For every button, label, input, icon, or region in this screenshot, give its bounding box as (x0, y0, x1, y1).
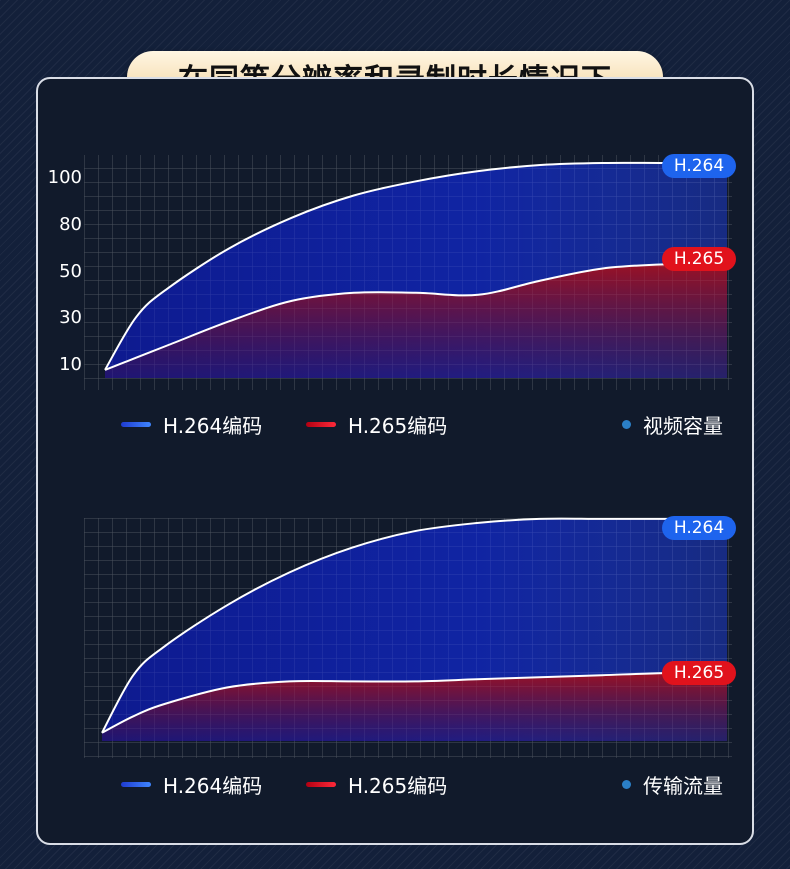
series-tag-h265: H.265 (662, 247, 736, 271)
legend-swatch-blue (121, 422, 151, 427)
y-tick-label: 100 (48, 167, 82, 188)
legend-metric-label: 视频容量 (643, 414, 723, 438)
legend-metric: 视频容量 (622, 410, 723, 439)
legend-h265-label: H.265编码 (348, 414, 448, 438)
legend-dot-icon (622, 420, 631, 429)
series-tag-h264: H.264 (662, 516, 736, 540)
y-tick-label: 10 (59, 354, 82, 375)
legend-swatch-red (306, 782, 336, 787)
legend-h265-label: H.265编码 (348, 774, 448, 798)
series-line-h264 (104, 161, 727, 371)
chart-grid-overlay (84, 155, 732, 390)
series-line-h264 (101, 517, 727, 734)
legend-h264: H.264编码 (121, 410, 262, 439)
y-tick-label: 30 (59, 307, 82, 328)
legend-bottom: H.264编码 H.265编码 传输流量 (0, 770, 790, 800)
legend-top: H.264编码 H.265编码 视频容量 (0, 410, 790, 440)
series-line-h265 (104, 263, 728, 371)
series-tag-h264: H.264 (662, 154, 736, 178)
y-tick-label: 80 (59, 214, 82, 235)
legend-swatch-red (306, 422, 336, 427)
legend-h265: H.265编码 (306, 770, 447, 799)
y-tick-label: 50 (59, 261, 82, 282)
legend-h264-label: H.264编码 (163, 774, 263, 798)
legend-swatch-blue (121, 782, 151, 787)
chart-video-size: 100 80 50 30 10 (48, 155, 732, 390)
legend-metric-label: 传输流量 (643, 774, 723, 798)
chart-grid-overlay (84, 518, 732, 758)
legend-h264: H.264编码 (121, 770, 262, 799)
legend-metric: 传输流量 (622, 770, 723, 799)
chart-transfer-traffic (84, 517, 732, 758)
legend-h264-label: H.264编码 (163, 414, 263, 438)
series-line-h265 (101, 671, 728, 734)
legend-dot-icon (622, 780, 631, 789)
series-tag-h265: H.265 (662, 661, 736, 685)
legend-h265: H.265编码 (306, 410, 447, 439)
